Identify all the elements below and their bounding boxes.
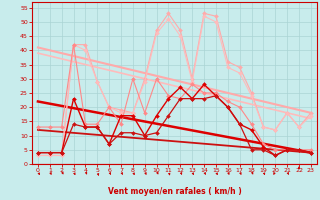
X-axis label: Vent moyen/en rafales ( km/h ): Vent moyen/en rafales ( km/h ) (108, 187, 241, 196)
